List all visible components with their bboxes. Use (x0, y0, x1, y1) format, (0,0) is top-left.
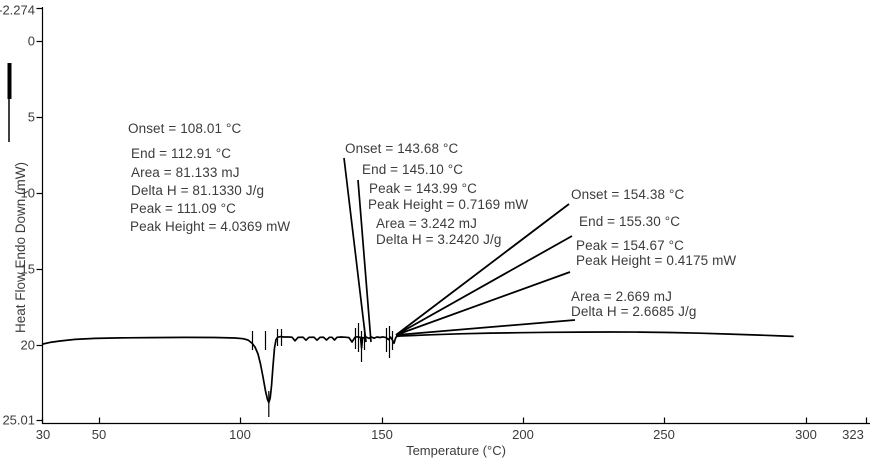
y-tick-label: -2.274 (0, 2, 35, 18)
y-tick-label: 20 (20, 337, 35, 353)
x-axis-ticks (41, 417, 868, 424)
y-axis-ticks (36, 7, 43, 422)
x-tick-label: 150 (371, 427, 393, 442)
y-axis-title: Heat Flow Endo Down (mW) (13, 161, 28, 333)
x-tick-label: 323 (842, 427, 864, 442)
peak2-onset-label: Onset = 143.68 °C (345, 141, 459, 156)
peak3-area-label: Area = 2.669 mJ (571, 289, 672, 304)
peak1-peak-height-label: Peak Height = 4.0369 mW (130, 218, 291, 234)
x-tick-label: 100 (229, 427, 251, 442)
peak1-peak-label: Peak = 111.09 °C (130, 200, 236, 216)
y-tick-label: 15 (20, 261, 35, 277)
x-tick-label: 30 (35, 427, 51, 442)
peak2-delta-h-label: Delta H = 3.2420 J/g (376, 231, 502, 247)
x-tick-label: 50 (91, 427, 107, 442)
y-tick-label: 10 (20, 185, 35, 201)
peak1-marker-ticks (251, 329, 283, 417)
x-tick-label: 200 (512, 427, 534, 442)
peak1-onset-label: Onset = 108.01 °C (128, 121, 242, 136)
peak1-end-label: End = 112.91 °C (131, 146, 232, 161)
peak2-peak-height-label: Peak Height = 0.7169 mW (368, 196, 529, 212)
peak3-peak-label: Peak = 154.67 °C (576, 237, 684, 253)
peak2-peak-label: Peak = 143.99 °C (369, 180, 477, 196)
dsc-curve (42, 331, 794, 404)
y-tick-label: 0 (27, 33, 35, 49)
peak1-delta-h-label: Delta H = 81.1330 J/g (131, 183, 265, 198)
x-tick-label: 300 (795, 427, 817, 442)
peak2-marker-ticks (354, 323, 366, 362)
peak2-area-label: Area = 3.242 mJ (376, 216, 477, 231)
peak3-leader-lines (395, 203, 576, 336)
peak3-end-label: End = 155.30 °C (579, 213, 681, 229)
x-tick-label: 250 (653, 427, 675, 442)
x-axis-title: Temperature (°C) (406, 443, 506, 458)
y-tick-label: 25.01 (2, 412, 35, 428)
peak3-onset-label: Onset = 154.38 °C (571, 186, 685, 202)
peak3-marker-ticks (385, 326, 394, 358)
peak3-peak-height-label: Peak Height = 0.4175 mW (576, 252, 737, 268)
peak1-area-label: Area = 81.133 mJ (131, 164, 240, 180)
peak2-leader-lines (343, 157, 372, 343)
legend-line-sample-icon (7, 63, 12, 142)
peak2-end-label: End = 145.10 °C (362, 161, 464, 177)
peak3-delta-h-label: Delta H = 2.6685 J/g (571, 304, 697, 319)
y-tick-label: 5 (27, 109, 35, 125)
